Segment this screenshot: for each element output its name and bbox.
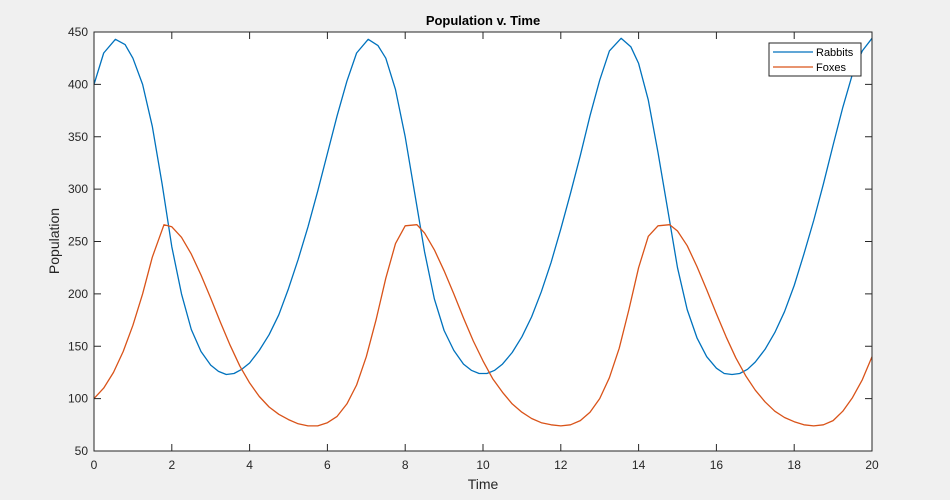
y-tick-label: 400 bbox=[68, 77, 88, 91]
x-tick-label: 14 bbox=[632, 458, 646, 472]
series-line-rabbits bbox=[93, 37, 873, 376]
plot-area bbox=[94, 32, 872, 451]
x-tick-label: 12 bbox=[554, 458, 568, 472]
x-tick-label: 6 bbox=[324, 458, 331, 472]
chart-title: Population v. Time bbox=[426, 13, 540, 28]
ticks-layer: 0 2 4 6 8 10 12 14 16 18 20 50 100 150 200 250 300 350 400… bbox=[68, 25, 879, 472]
y-tick-label: 450 bbox=[68, 25, 88, 39]
x-tick-label: 0 bbox=[91, 458, 98, 472]
x-tick-label: 18 bbox=[788, 458, 802, 472]
legend-box bbox=[768, 42, 862, 77]
x-tick-label: 4 bbox=[246, 458, 253, 472]
x-tick-label: 16 bbox=[710, 458, 724, 472]
series-layer bbox=[93, 37, 873, 427]
y-axis-label: Population bbox=[46, 208, 62, 274]
legend-label-foxes: Foxes bbox=[816, 62, 846, 74]
x-tick-label: 10 bbox=[476, 458, 490, 472]
y-tick-label: 50 bbox=[75, 444, 89, 458]
legend-label-rabbits: Rabbits bbox=[816, 47, 854, 59]
legend[interactable]: Rabbits Foxes bbox=[768, 42, 862, 77]
series-line-foxes bbox=[93, 224, 873, 427]
x-tick-label: 8 bbox=[402, 458, 409, 472]
y-tick-label: 350 bbox=[68, 130, 88, 144]
y-tick-label: 250 bbox=[68, 235, 88, 249]
y-tick-label: 150 bbox=[68, 339, 88, 353]
y-tick-label: 100 bbox=[68, 392, 88, 406]
x-tick-label: 20 bbox=[865, 458, 879, 472]
x-axis-label: Time bbox=[468, 476, 499, 492]
y-tick-label: 200 bbox=[68, 287, 88, 301]
x-tick-label: 2 bbox=[168, 458, 175, 472]
y-tick-label: 300 bbox=[68, 182, 88, 196]
